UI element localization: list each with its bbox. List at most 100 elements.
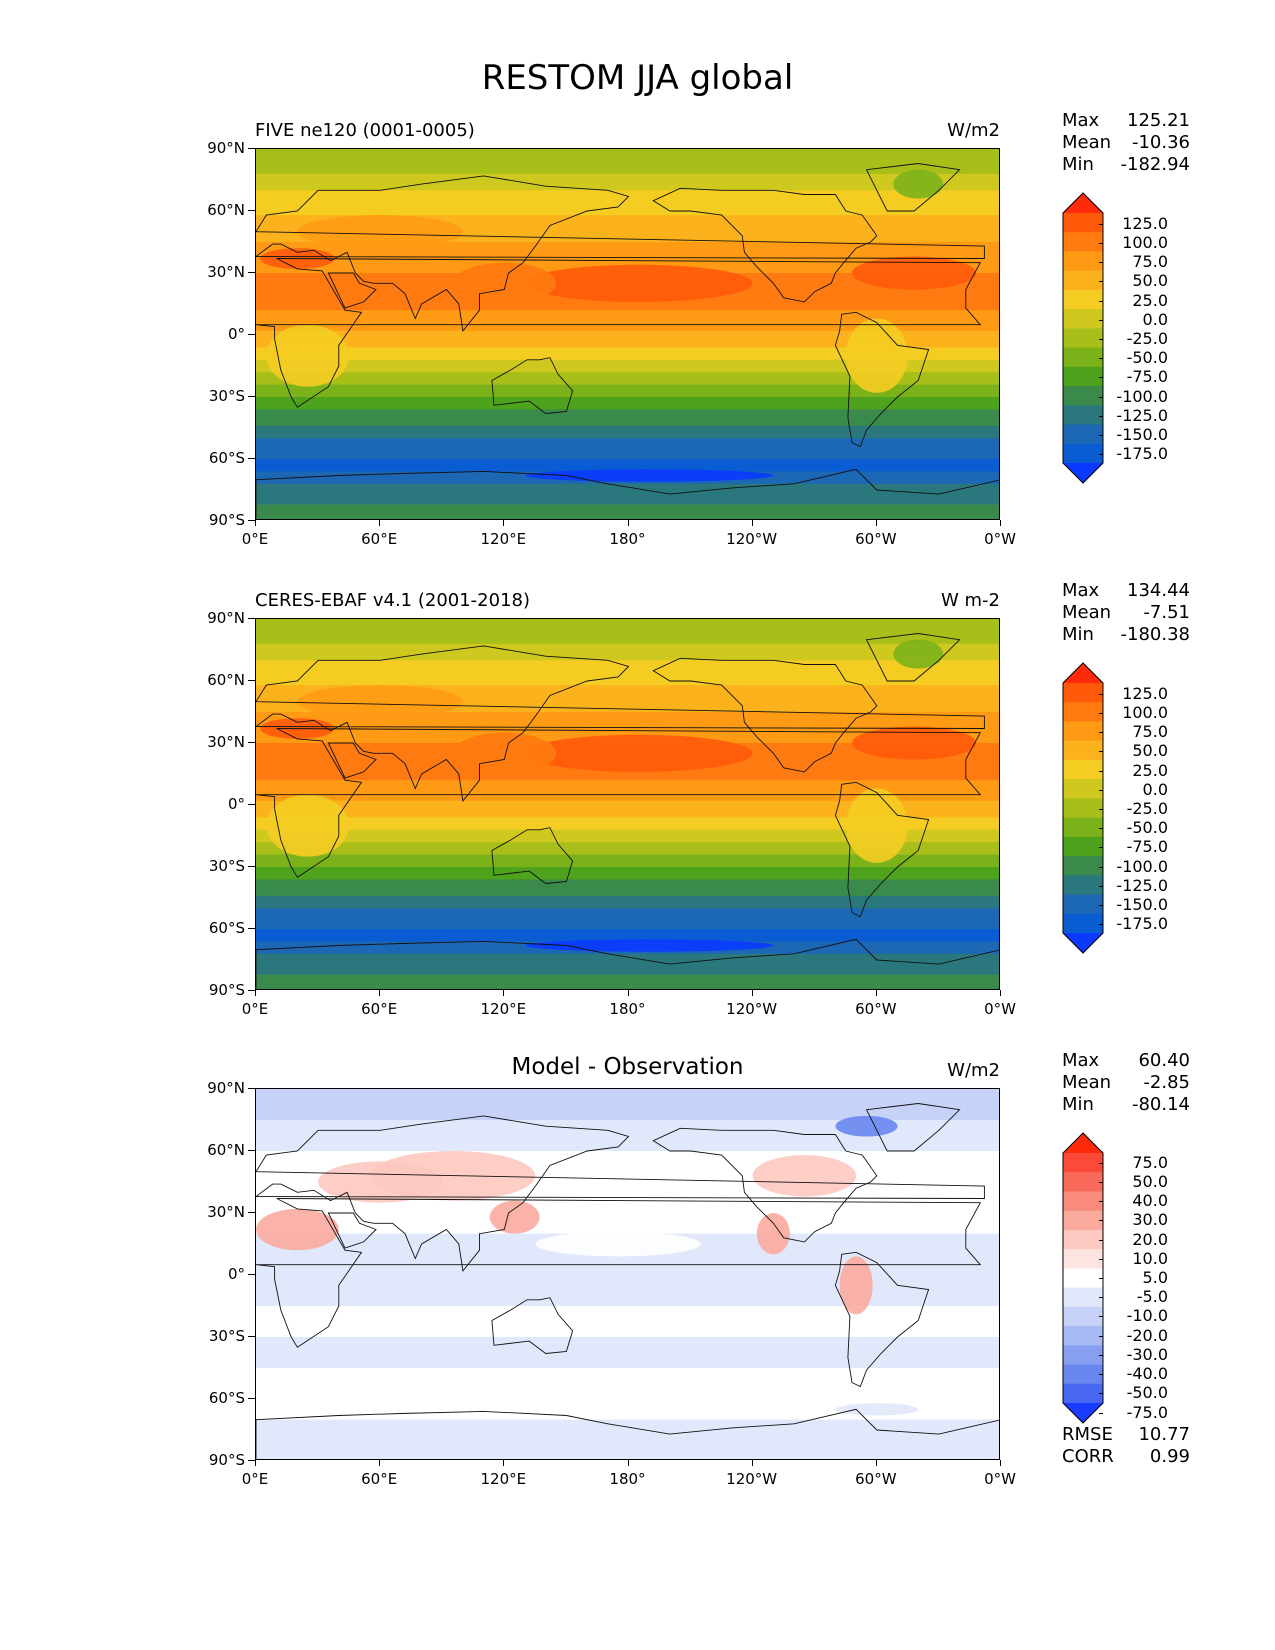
stat-value: -2.85 <box>1143 1072 1190 1093</box>
field-band <box>256 190 999 216</box>
coastline-eurasia <box>256 1115 985 1272</box>
panel-units: W/m2 <box>947 1060 1000 1081</box>
colorbar-tick <box>1099 1162 1103 1164</box>
field-band <box>256 879 999 897</box>
metric-label: RMSE <box>1062 1424 1113 1445</box>
stat-row: Max 125.21 <box>1062 110 1190 132</box>
lon-tick-label: 60°E <box>361 1000 398 1018</box>
coastline-eurasia <box>256 645 985 802</box>
colorbar-tick <box>1099 415 1103 417</box>
colorbar-label: 5.0 <box>1142 1268 1168 1287</box>
field-band <box>256 953 999 975</box>
lon-tick <box>379 1460 381 1466</box>
lon-tick <box>255 1460 256 1466</box>
lon-tick-label: 120°E <box>480 1470 527 1488</box>
stat-value: -182.94 <box>1120 154 1190 175</box>
lat-tick-label: 30°S <box>208 387 245 405</box>
coastline-australia <box>491 1297 574 1354</box>
colorbar-segment <box>1063 424 1103 445</box>
colorbar-extend-top <box>1063 1133 1103 1153</box>
coastline-greenland <box>865 633 961 682</box>
lat-tick <box>248 334 255 335</box>
coastline-eurasia <box>256 175 985 332</box>
lon-tick-label: 60°E <box>361 1470 398 1488</box>
coastline-antarctica <box>256 468 999 519</box>
field-band <box>256 372 999 386</box>
colorbar-tick <box>1099 1220 1103 1222</box>
lat-tick <box>248 520 255 521</box>
map-plot <box>255 618 1000 990</box>
lon-tick-label: 120°E <box>480 530 527 548</box>
lon-tick <box>627 1460 629 1466</box>
colorbar-label: -40.0 <box>1126 1364 1168 1384</box>
stat-label: Min <box>1062 154 1094 175</box>
lon-tick <box>627 520 629 526</box>
colorbar-label: -125.0 <box>1116 405 1168 425</box>
field-band <box>256 1089 999 1121</box>
colorbar-tick <box>1099 693 1103 695</box>
colorbar-segment <box>1063 913 1103 934</box>
coastline-arabia <box>327 1212 377 1249</box>
field-band <box>256 1337 999 1369</box>
stats-box: Max 60.40 Mean -2.85 Min -80.14 <box>1062 1050 1190 1116</box>
metric-value: 0.99 <box>1149 1446 1190 1467</box>
colorbar-segment <box>1063 779 1103 799</box>
field-band <box>256 1368 999 1390</box>
stat-row: Max 60.40 <box>1062 1050 1190 1072</box>
field-band <box>256 347 999 361</box>
lon-tick <box>255 990 256 996</box>
lon-tick <box>379 520 381 526</box>
colorbar-tick <box>1099 885 1103 887</box>
coastline-arabia <box>327 742 377 779</box>
lat-tick-label: 60°S <box>208 449 245 467</box>
colorbar-label: 0.0 <box>1142 779 1168 799</box>
stat-label: Min <box>1062 1094 1094 1115</box>
field-anomaly <box>525 939 774 952</box>
field-band <box>256 854 999 868</box>
colorbar-segment <box>1063 1249 1103 1269</box>
lon-tick-label: 120°W <box>726 530 778 548</box>
field-band <box>256 173 999 191</box>
colorbar-segment <box>1063 798 1103 819</box>
colorbar-label: -30.0 <box>1126 1344 1168 1364</box>
lat-tick <box>248 1336 255 1337</box>
stat-label: Max <box>1062 110 1100 131</box>
lon-tick-label: 0°W <box>984 530 1016 548</box>
coastline-greenland <box>865 163 961 212</box>
lat-tick-label: 30°N <box>207 733 245 751</box>
colorbar-label: -100.0 <box>1116 386 1168 406</box>
colorbar-tick <box>1099 751 1103 753</box>
field-anomaly <box>525 734 753 772</box>
lat-tick <box>248 866 255 867</box>
field-anomaly <box>256 1208 339 1251</box>
colorbar-segment <box>1063 1153 1103 1173</box>
field-band <box>256 800 999 818</box>
panel-left-title: CERES-EBAF v4.1 (2001-2018) <box>255 590 531 611</box>
field-anomaly <box>852 726 977 760</box>
field-band <box>256 384 999 398</box>
colorbar-label: 10.0 <box>1132 1248 1168 1268</box>
colorbar-segment <box>1063 1364 1103 1385</box>
field-band <box>256 438 999 460</box>
lon-tick-label: 0°E <box>241 1470 269 1488</box>
colorbar-segment <box>1063 1326 1103 1346</box>
colorbar-label: 125.0 <box>1122 683 1168 703</box>
field-band <box>256 330 999 348</box>
colorbar-label: 75.0 <box>1132 252 1168 272</box>
colorbar <box>1062 662 1104 954</box>
field-band <box>256 149 999 175</box>
stat-value: -7.51 <box>1143 602 1190 623</box>
colorbar-tick <box>1099 732 1103 734</box>
coastline-north_america <box>652 1127 878 1243</box>
lat-tick-label: 60°S <box>208 919 245 937</box>
colorbar-label: 75.0 <box>1132 722 1168 742</box>
colorbar-tick <box>1099 377 1103 379</box>
colorbar-segment <box>1063 856 1103 876</box>
field-band <box>256 459 999 472</box>
lat-tick-label: 0° <box>227 325 245 343</box>
colorbar-tick <box>1099 1278 1103 1279</box>
field-band <box>256 1264 999 1307</box>
colorbar-segment <box>1063 443 1103 464</box>
colorbar-tick <box>1099 1412 1103 1414</box>
field-band <box>256 310 999 332</box>
